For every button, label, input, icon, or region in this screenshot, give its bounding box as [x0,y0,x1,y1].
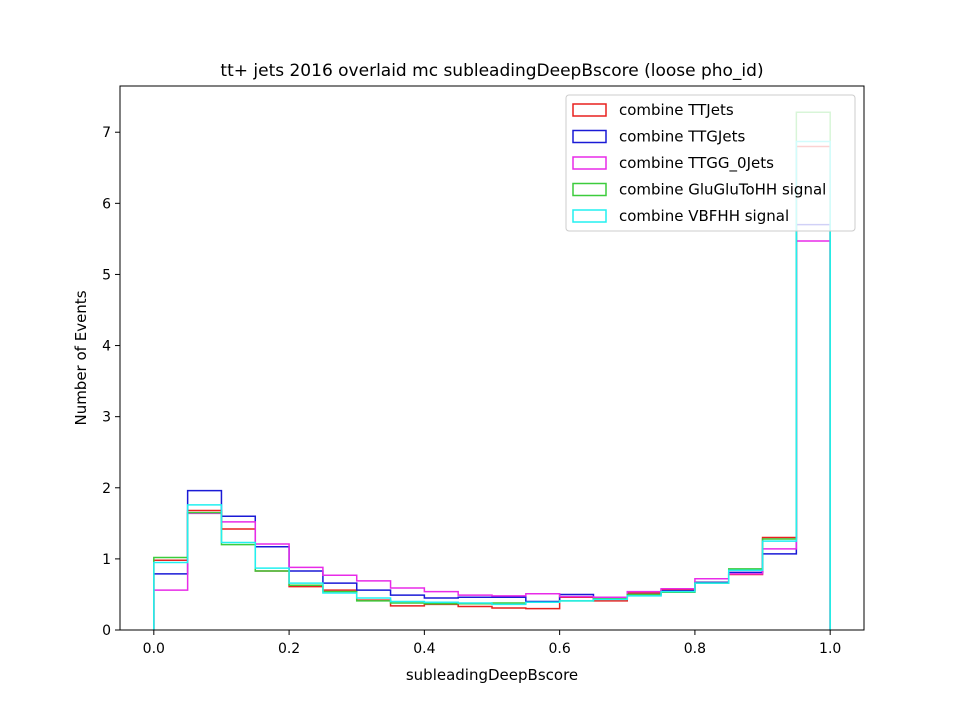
legend-swatch [572,182,607,197]
legend-label: combine GluGluToHH signal [619,181,826,199]
y-tick-label: 7 [102,125,111,141]
y-tick-label: 4 [102,339,111,355]
y-axis-ticks: 0 1 2 3 4 5 6 7 [102,125,120,639]
x-tick-label: 0.0 [143,641,165,657]
legend-items: combine TTJets combine TTGJets combine TTG… [572,101,826,225]
legend-label: combine VBFHH signal [619,207,789,225]
legend-swatch [572,103,607,117]
x-axis-label: subleadingDeepBscore [406,666,578,684]
x-tick-label: 1.0 [819,641,841,657]
legend-box [565,94,856,232]
plot-frame [119,85,865,631]
y-tick-label: 0 [102,623,111,639]
legend-swatch [572,129,607,144]
x-tick-label: 0.8 [684,641,706,657]
legend-label: combine TTGG_0Jets [619,154,774,173]
legend-swatch [572,209,607,223]
x-tick-label: 0.4 [413,641,435,657]
x-tick-label: 0.6 [549,641,571,657]
y-tick-label: 6 [102,196,111,212]
y-axis-label: Number of Events [72,290,90,425]
series-layer [153,111,831,630]
chart-title: tt+ jets 2016 overlaid mc subleadingDeep… [220,61,763,81]
legend: combine TTJets combine TTGJets combine TTG… [565,94,856,232]
legend-label: combine TTGJets [619,128,745,146]
y-tick-label: 2 [102,481,111,497]
y-tick-label: 5 [102,267,111,283]
series-line-4 [153,140,831,630]
y-tick-label: 1 [102,552,111,568]
y-tick-label: 3 [102,410,111,426]
legend-label: combine TTJets [619,101,734,119]
x-axis-ticks: 0.0 0.2 0.4 0.6 0.8 1.0 [143,630,841,657]
legend-swatch [572,156,607,170]
x-tick-label: 0.2 [278,641,300,657]
